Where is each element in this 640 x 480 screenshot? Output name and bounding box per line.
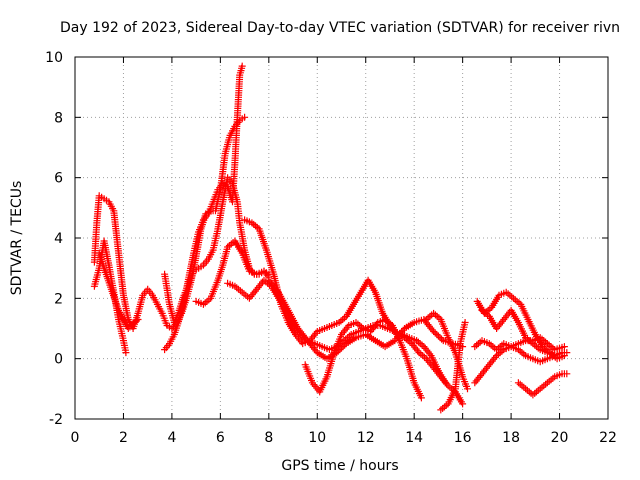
x-tick-label: 10 [308, 430, 326, 446]
x-tick-label: 16 [454, 430, 472, 446]
series-track-16 [471, 337, 571, 366]
x-tick-label: 14 [405, 430, 423, 446]
x-tick-label: 22 [599, 430, 617, 446]
y-tick-label: -2 [49, 412, 63, 428]
chart-title: Day 192 of 2023, Sidereal Day-to-day VTE… [60, 20, 620, 36]
x-axis-label: GPS time / hours [281, 458, 398, 474]
series-track-6 [192, 237, 273, 308]
y-axis-label: SDTVAR / TECUs [9, 181, 25, 296]
series-track-9 [265, 276, 467, 363]
x-tick-label: 4 [167, 430, 176, 446]
series-track-12 [437, 319, 469, 414]
y-tick-label: 6 [54, 171, 63, 187]
marker-track [161, 62, 246, 354]
x-tick-label: 8 [264, 430, 273, 446]
marker-track [437, 319, 469, 414]
series-track-17 [514, 370, 571, 399]
marker-track [95, 249, 142, 332]
x-tick-label: 0 [71, 430, 80, 446]
y-tick-label: 0 [54, 352, 63, 368]
x-tick-labels: 0 2 4 6 8 10 12 14 16 18 20 22 [71, 430, 617, 446]
series-track-15 [471, 334, 568, 387]
x-tick-label: 6 [216, 430, 225, 446]
series-track-3 [95, 249, 142, 332]
y-tick-label: 10 [45, 50, 63, 66]
x-tick-label: 2 [119, 430, 128, 446]
marker-track [514, 370, 571, 399]
y-tick-labels: -2 0 2 4 6 8 10 [45, 50, 63, 428]
y-tick-label: 4 [54, 231, 63, 247]
marker-track [471, 337, 571, 366]
x-tick-label: 12 [357, 430, 375, 446]
series-track-5 [161, 62, 246, 354]
marker-track [471, 334, 568, 387]
grid [75, 57, 608, 419]
marker-track [301, 316, 425, 402]
y-tick-label: 2 [54, 291, 63, 307]
x-tick-label: 18 [502, 430, 520, 446]
series-track-10 [301, 316, 425, 402]
marker-track [478, 306, 566, 360]
y-tick-label: 8 [54, 110, 63, 126]
x-tick-label: 20 [551, 430, 569, 446]
series-track-14 [478, 306, 566, 360]
data-series [90, 62, 571, 414]
plot-area-border [74, 56, 609, 420]
marker-track [265, 276, 467, 363]
marker-track [192, 237, 273, 308]
